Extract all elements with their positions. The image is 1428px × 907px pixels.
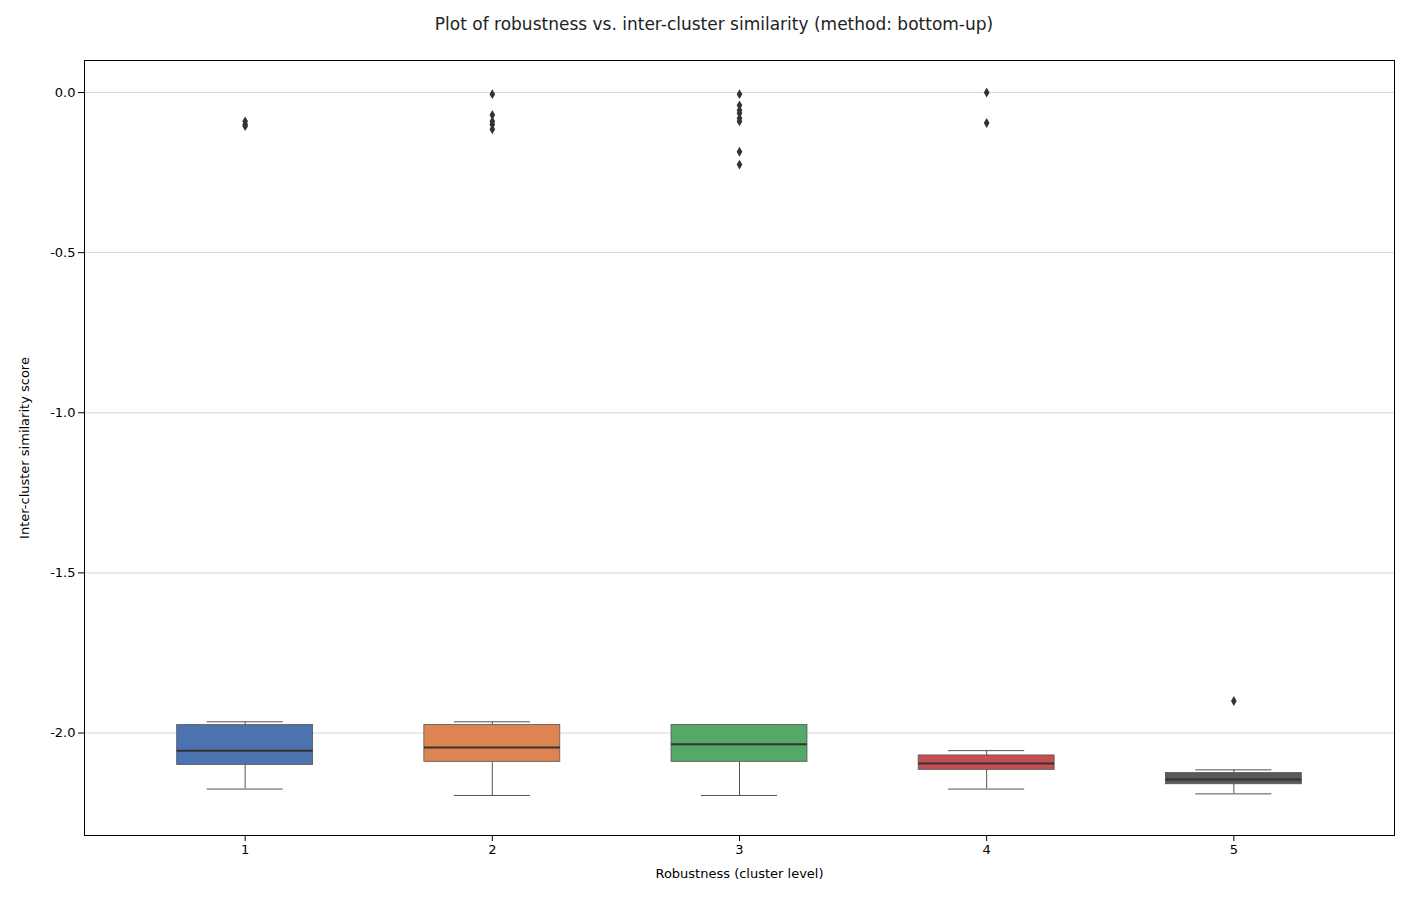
svg-text:5: 5 (1230, 842, 1238, 857)
svg-text:0.0: 0.0 (55, 85, 76, 100)
svg-text:Inter-cluster similarity score: Inter-cluster similarity score (17, 357, 32, 539)
svg-text:3: 3 (735, 842, 743, 857)
svg-text:-2.0: -2.0 (50, 725, 75, 740)
svg-text:-1.0: -1.0 (50, 405, 75, 420)
svg-text:-1.5: -1.5 (50, 565, 75, 580)
svg-text:Robustness (cluster level): Robustness (cluster level) (655, 866, 823, 881)
svg-text:1: 1 (241, 842, 249, 857)
svg-text:2: 2 (488, 842, 496, 857)
html-text:Plot of robustness vs. inter-c: Plot of robustness vs. inter-cluster sim… (434, 14, 994, 34)
svg-text:4: 4 (983, 842, 991, 857)
svg-text:-0.5: -0.5 (50, 245, 75, 260)
